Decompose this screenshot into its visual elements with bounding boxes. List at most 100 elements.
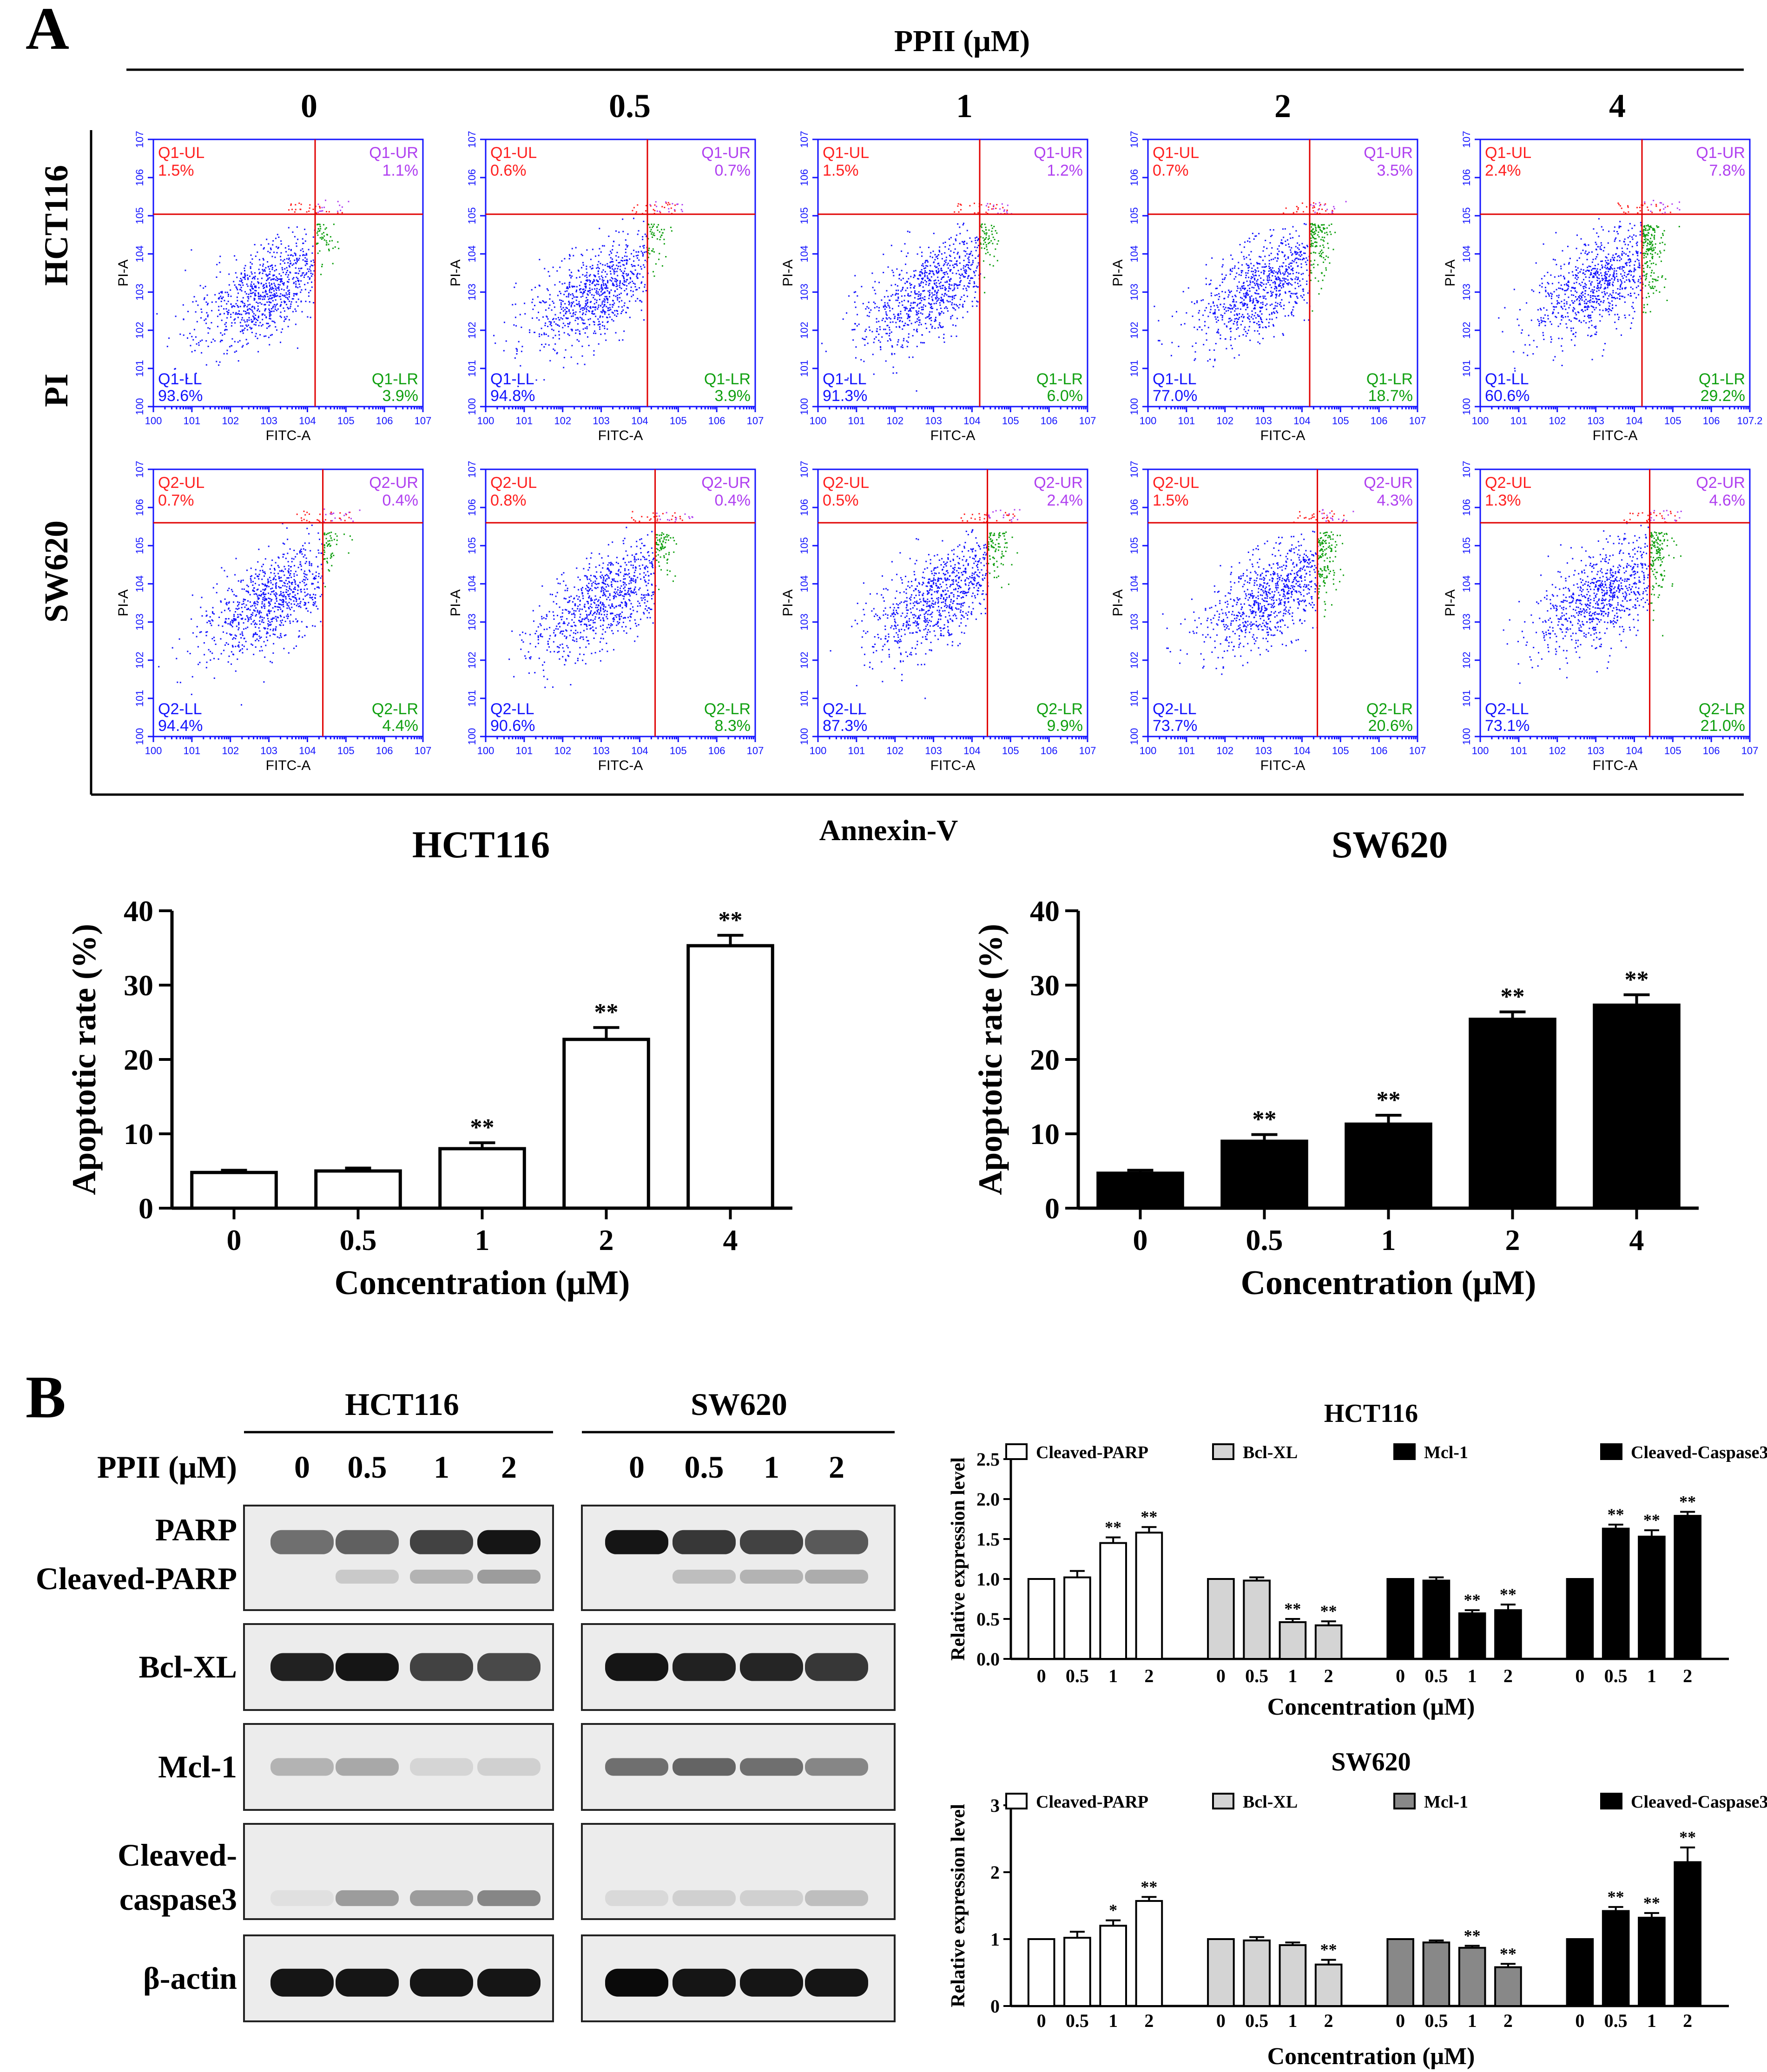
x-tick-label: 105 xyxy=(1664,745,1681,756)
protein-band xyxy=(673,1653,736,1681)
protein-label: Mcl-1 xyxy=(158,1749,237,1784)
protein-band xyxy=(477,1890,541,1906)
quadrant-ul-value: 0.6% xyxy=(490,162,527,179)
bar xyxy=(1638,1535,1666,1660)
significance-label: ** xyxy=(1320,1940,1337,1959)
x-tick-label: 107 xyxy=(1409,415,1426,427)
x-tick-label: 106 xyxy=(1041,745,1058,756)
x-tick-label: 100 xyxy=(477,745,494,756)
bar xyxy=(438,1147,526,1210)
x-tick-label: 0 xyxy=(1133,1223,1148,1256)
dose-header: 0.5 xyxy=(609,87,651,125)
x-tick-label: 107 xyxy=(747,745,764,756)
x-tick-label: 103 xyxy=(593,745,610,756)
cell-dots-early-apoptotic xyxy=(1310,223,1336,312)
flow-xlabel: FITC-A xyxy=(598,758,643,773)
protein-label: Bcl-XL xyxy=(138,1649,237,1684)
x-tick-label: 104 xyxy=(1626,415,1643,427)
protein-band xyxy=(805,1530,868,1554)
x-tick-label: 0.5 xyxy=(1604,2010,1628,2031)
bar xyxy=(1207,1938,1235,2007)
bar xyxy=(1220,1139,1308,1210)
cell-dots-live xyxy=(158,523,324,706)
x-tick-label: 0 xyxy=(1575,1665,1584,1686)
x-tick-label: 102 xyxy=(1216,415,1233,427)
y-axis-label: Apoptotic rate (%) xyxy=(972,924,1009,1195)
quadrant-ur-value: 7.8% xyxy=(1709,162,1746,179)
legend-label: Cleaved-Caspase3 xyxy=(1631,1443,1767,1462)
y-tick-label: 104 xyxy=(798,245,810,263)
x-tick-label: 102 xyxy=(886,745,903,756)
quadrant-ll-name: Q1-LL xyxy=(823,370,867,388)
x-tick-label: 107 xyxy=(1741,745,1759,756)
quadrant-ur-name: Q1-UR xyxy=(369,144,418,162)
blot-membrane xyxy=(243,1505,554,1611)
y-tick-label: 105 xyxy=(798,537,810,554)
y-tick-label: 104 xyxy=(798,575,810,592)
bar xyxy=(686,944,774,1210)
y-tick-label: 103 xyxy=(134,613,145,631)
dose-header: 0 xyxy=(301,87,317,125)
protein-band xyxy=(336,1570,399,1584)
y-tick-label: 107 xyxy=(1128,131,1140,148)
blot-treatment-label: PPII (μM) xyxy=(97,1449,237,1485)
quadrant-ul-value: 0.8% xyxy=(490,492,527,509)
protein-band xyxy=(740,1570,803,1584)
y-tick-label: 106 xyxy=(466,169,478,186)
lane-dose: 0.5 xyxy=(348,1449,387,1485)
y-tick-label: 106 xyxy=(466,499,478,516)
x-tick-label: 101 xyxy=(1178,415,1195,427)
bar xyxy=(1386,1938,1414,2007)
significance-label: ** xyxy=(1608,1888,1624,1906)
significance-label: ** xyxy=(1320,1602,1337,1620)
quadrant-ll-value: 77.0% xyxy=(1153,387,1197,405)
significance-label: ** xyxy=(1500,1944,1516,1963)
protein-band xyxy=(410,1758,473,1776)
quadrant-ur-value: 4.3% xyxy=(1377,492,1413,509)
bar xyxy=(1243,1939,1271,2007)
x-tick-label: 0.5 xyxy=(1424,2010,1448,2031)
y-tick-label: 103 xyxy=(798,283,810,301)
protein-band xyxy=(740,1968,803,1997)
quadrant-ul-name: Q2-UL xyxy=(490,474,537,492)
significance-label: ** xyxy=(1377,1087,1401,1113)
quadrant-ur-name: Q1-UR xyxy=(1696,144,1745,162)
bar xyxy=(1422,1579,1451,1660)
hct116-expression-chart: HCT116 0.0 0.5 1.0 1.5 2.0 2.5 Relative express… xyxy=(948,1399,1767,1720)
legend-swatch xyxy=(1212,1443,1234,1460)
quadrant-ur-name: Q1-UR xyxy=(701,144,751,162)
protein-label: β-actin xyxy=(143,1960,237,1996)
x-tick-label: 107 xyxy=(1079,745,1096,756)
x-tick-label: 1 xyxy=(1288,1665,1297,1686)
legend-swatch xyxy=(1600,1793,1622,1809)
bar xyxy=(1135,1532,1163,1660)
protein-band xyxy=(270,1653,334,1681)
y-tick-label: 2 xyxy=(990,1862,1000,1883)
cell-dots-live xyxy=(1498,218,1643,372)
y-tick-label: 105 xyxy=(134,207,145,224)
significance-label: ** xyxy=(1464,1591,1481,1609)
x-tick-label: 103 xyxy=(1587,415,1604,427)
protein-label: PARP xyxy=(155,1512,237,1547)
x-tick-label: 100 xyxy=(477,415,494,427)
y-tick-label: 100 xyxy=(798,398,810,415)
x-tick-label: 1 xyxy=(1381,1223,1396,1256)
quadrant-ur-value: 2.4% xyxy=(1047,492,1083,509)
quadrant-ul-value: 1.3% xyxy=(1485,492,1521,509)
quadrant-ll-name: Q2-LL xyxy=(1153,700,1197,718)
x-tick-label: 101 xyxy=(183,745,200,756)
quadrant-ul-value: 1.5% xyxy=(823,162,859,179)
flow-plots: Q1-UL1.5%Q1-UR1.1%Q1-LL93.6%Q1-LR3.9%100… xyxy=(116,131,1763,773)
flow-xlabel: FITC-A xyxy=(266,758,311,773)
flow-ylabel: PI-A xyxy=(448,259,463,286)
x-tick-label: 107 xyxy=(1079,415,1096,427)
row-label: SW620 xyxy=(38,520,75,623)
x-tick-label: 100 xyxy=(1472,415,1489,427)
bar xyxy=(1096,1171,1184,1210)
y-tick-label: 100 xyxy=(1128,398,1140,415)
x-axis-label: Concentration (μM) xyxy=(1267,1694,1475,1720)
cell-dots-early-apoptotic xyxy=(980,223,999,294)
y-tick-label: 0 xyxy=(990,1996,1000,2017)
x-tick-label: 2 xyxy=(1503,2010,1513,2031)
